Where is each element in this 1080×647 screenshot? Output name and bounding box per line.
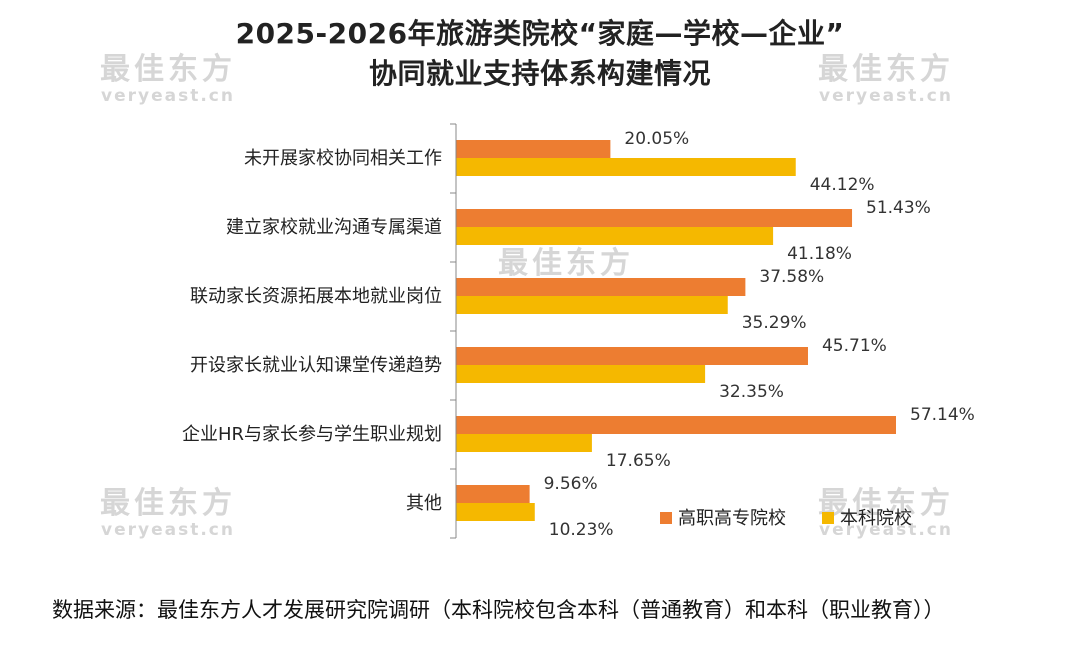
data-label-undergraduate: 17.65% [606,451,671,471]
data-label-vocational: 51.43% [866,198,931,218]
bar-undergraduate [456,158,796,176]
category-label: 企业HR与家长参与学生职业规划 [182,424,442,445]
bar-undergraduate [456,434,592,452]
data-label-vocational: 57.14% [910,405,975,425]
bar-vocational [456,485,530,503]
category-label: 建立家校就业沟通专属渠道 [226,217,442,238]
legend-swatch-undergraduate [822,512,834,524]
legend-label-vocational: 高职高专院校 [678,508,786,529]
bar-undergraduate [456,503,535,521]
data-label-vocational: 37.58% [759,267,824,287]
bar-undergraduate [456,365,706,383]
category-label: 其他 [406,493,442,514]
legend-swatch-vocational [660,512,672,524]
legend-label-undergraduate: 本科院校 [840,508,912,529]
data-label-undergraduate: 35.29% [742,313,807,333]
category-label: 未开展家校协同相关工作 [244,148,442,169]
data-source-note: 数据来源：最佳东方人才发展研究院调研（本科院校包含本科（普通教育）和本科（职业教… [52,598,945,622]
data-label-undergraduate: 32.35% [719,382,784,402]
bar-vocational [456,347,808,365]
category-label: 联动家长资源拓展本地就业岗位 [190,286,442,307]
chart-title-line2: 协同就业支持体系构建情况 [368,57,711,90]
bar-vocational [456,140,611,158]
data-label-undergraduate: 41.18% [787,244,852,264]
bar-undergraduate [456,296,728,314]
bar-vocational [456,278,746,296]
data-label-vocational: 20.05% [624,129,689,149]
data-label-vocational: 45.71% [822,336,887,356]
bar-vocational [456,209,853,227]
category-label: 开设家长就业认知课堂传递趋势 [190,355,442,376]
data-label-vocational: 9.56% [544,474,598,494]
data-label-undergraduate: 44.12% [810,175,875,195]
bar-vocational [456,416,896,434]
bar-undergraduate [456,227,774,245]
chart-title-line1: 2025-2026年旅游类院校“家庭—学校—企业” [235,17,845,50]
data-label-undergraduate: 10.23% [549,520,614,540]
